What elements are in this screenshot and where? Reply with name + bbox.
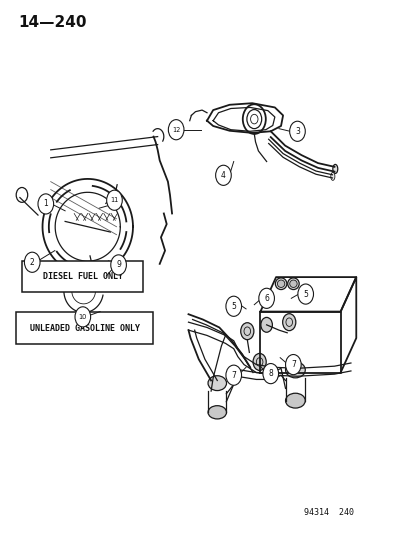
Circle shape <box>240 322 253 340</box>
Text: 5: 5 <box>303 289 307 298</box>
Text: 7: 7 <box>231 370 235 379</box>
Circle shape <box>282 314 295 330</box>
Circle shape <box>24 252 40 272</box>
Text: 7: 7 <box>290 360 295 369</box>
Circle shape <box>168 119 183 140</box>
Text: DIESEL FUEL ONLY: DIESEL FUEL ONLY <box>43 272 122 281</box>
Circle shape <box>111 255 126 275</box>
FancyBboxPatch shape <box>16 312 153 344</box>
Circle shape <box>262 364 278 384</box>
Text: 9: 9 <box>116 261 121 269</box>
Text: 6: 6 <box>263 294 268 303</box>
Circle shape <box>258 288 274 309</box>
Circle shape <box>252 353 266 370</box>
Text: 10: 10 <box>78 314 87 320</box>
Ellipse shape <box>285 362 304 378</box>
Text: 5: 5 <box>231 302 235 311</box>
Ellipse shape <box>289 280 297 287</box>
Text: 4: 4 <box>221 171 225 180</box>
Circle shape <box>289 121 304 141</box>
Text: 11: 11 <box>110 197 118 203</box>
Circle shape <box>260 317 272 332</box>
Text: 3: 3 <box>294 127 299 136</box>
Text: UNLEADED GASOLINE ONLY: UNLEADED GASOLINE ONLY <box>30 324 139 333</box>
FancyBboxPatch shape <box>22 261 142 293</box>
Ellipse shape <box>332 165 337 173</box>
Circle shape <box>285 354 300 375</box>
Circle shape <box>225 365 241 385</box>
Text: 94314  240: 94314 240 <box>303 508 353 517</box>
Text: 14—240: 14—240 <box>18 14 86 30</box>
Ellipse shape <box>330 172 334 180</box>
Text: 8: 8 <box>268 369 273 378</box>
Ellipse shape <box>285 393 304 408</box>
Text: 2: 2 <box>30 258 35 266</box>
Ellipse shape <box>287 278 299 289</box>
Text: 1: 1 <box>43 199 48 208</box>
Ellipse shape <box>275 278 286 289</box>
Circle shape <box>297 284 313 304</box>
Ellipse shape <box>277 280 284 287</box>
Circle shape <box>107 190 122 211</box>
Circle shape <box>225 296 241 317</box>
Ellipse shape <box>207 406 226 419</box>
Circle shape <box>215 165 231 185</box>
Ellipse shape <box>207 376 226 391</box>
Text: 12: 12 <box>171 127 180 133</box>
Circle shape <box>38 194 54 214</box>
Circle shape <box>75 307 90 327</box>
